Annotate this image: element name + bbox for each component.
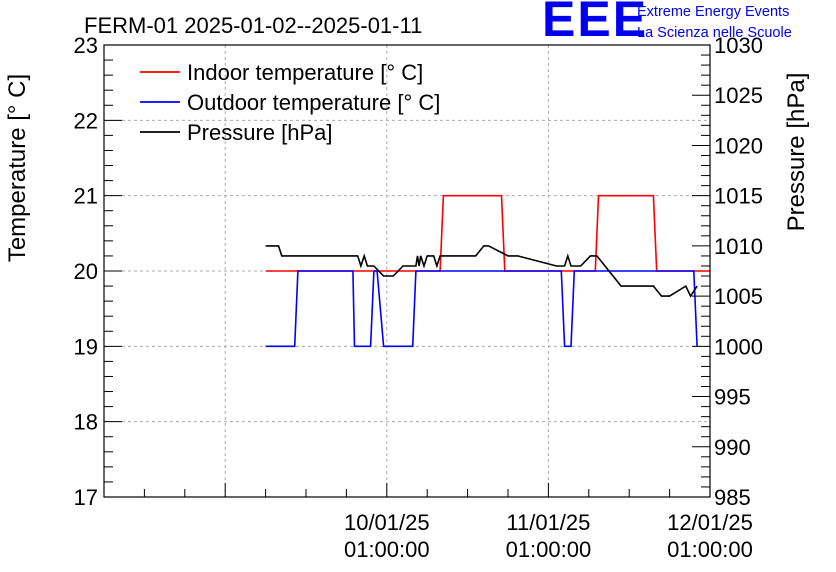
y2-tick-label: 1000: [714, 334, 763, 359]
y-tick-label: 23: [74, 33, 98, 58]
legend: Indoor temperature [° C] Outdoor temperat…: [140, 60, 440, 145]
series-line: [265, 245, 698, 298]
y-tick-label: 19: [74, 334, 98, 359]
x-tick-label-time: 01:00:00: [344, 537, 430, 562]
x-tick-label-time: 01:00:00: [506, 537, 592, 562]
series-line: [265, 270, 698, 348]
y2-tick-label: 1020: [714, 133, 763, 158]
logo-subtitle-line1: Extreme Energy Events: [637, 4, 790, 20]
legend-label: Pressure [hPa]: [187, 120, 333, 145]
y2-tick-label: 995: [714, 385, 751, 410]
y-axis-label: Temperature [° C]: [4, 74, 31, 262]
y-tick-label: 18: [74, 410, 98, 435]
x-tick-label-time: 01:00:00: [667, 537, 753, 562]
y2-tick-label: 985: [714, 485, 751, 510]
y2-tick-label: 1005: [714, 284, 763, 309]
x-tick-label-date: 12/01/25: [667, 510, 753, 535]
y2-tick-label: 1010: [714, 234, 763, 259]
legend-label: Outdoor temperature [° C]: [187, 90, 440, 115]
y2-tick-label: 990: [714, 435, 751, 460]
series-layer: [265, 194, 710, 348]
series-line: [265, 194, 710, 272]
eee-logo: EEE: [542, 0, 649, 47]
y2-tick-label: 1030: [714, 33, 763, 58]
x-tick-label-date: 10/01/25: [344, 510, 430, 535]
y-tick-label: 17: [74, 485, 98, 510]
axes: 17 18 19 20 21 22 23 985 990 995 1000 1005 1010 1015 1…: [74, 33, 763, 562]
x-tick-label-date: 11/01/25: [506, 510, 590, 535]
legend-label: Indoor temperature [° C]: [187, 60, 423, 85]
y2-tick-label: 1025: [714, 83, 763, 108]
y-tick-label: 21: [74, 184, 98, 209]
y2-tick-label: 1015: [714, 184, 763, 209]
y2-axis-label: Pressure [hPa]: [783, 73, 810, 232]
logo-subtitle-line2: La Scienza nelle Scuole: [637, 25, 792, 41]
y-tick-label: 20: [74, 259, 98, 284]
chart-title: FERM-01 2025-01-02--2025-01-11: [84, 13, 422, 38]
y-tick-label: 22: [74, 108, 98, 133]
